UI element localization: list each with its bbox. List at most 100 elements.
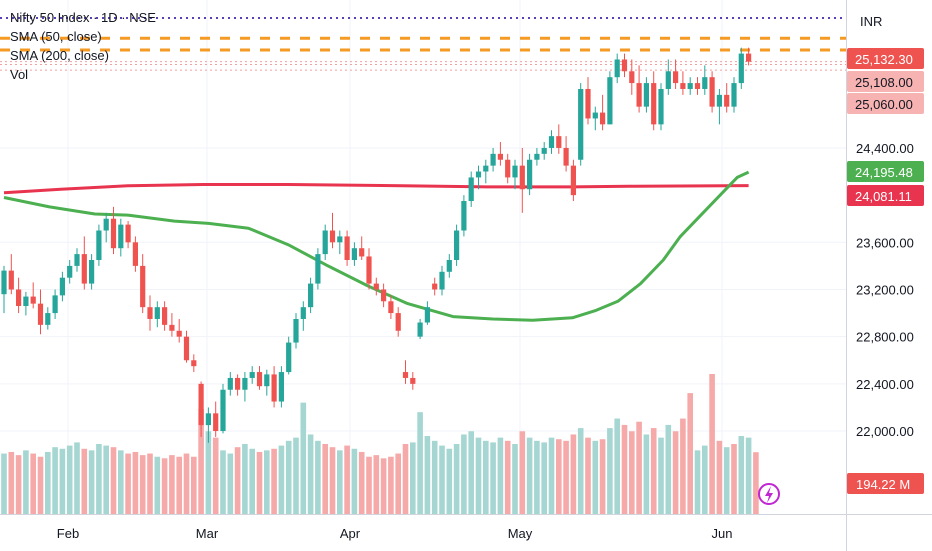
candle [373,277,379,296]
candle-body [52,295,58,314]
candle [351,242,357,266]
candle-body [505,159,511,178]
volume-bar [395,453,401,514]
volume-bar [307,434,314,514]
volume-bar [278,445,285,514]
volume-bar [169,455,175,514]
candle-body [592,112,598,119]
volume-bar [592,440,599,514]
sma-200-legend[interactable]: SMA (200, close) [10,48,109,63]
candle [563,136,569,172]
candle-body [534,153,540,160]
volume-bar [556,439,562,514]
volume-bar [497,437,504,514]
volume-bar [731,444,737,514]
sma-50-line [3,170,750,322]
candle-body [308,283,314,308]
candle [337,230,343,255]
candle [125,221,131,249]
candle-body [673,71,679,84]
candle [286,336,292,375]
candle-body [8,270,14,290]
candle [264,369,270,396]
volume-bar [512,444,518,514]
sma-50-legend[interactable]: SMA (50, close) [10,29,102,44]
candle-body [249,372,255,378]
symbol-title[interactable]: Nifty 50 Index · 1D · NSE [10,10,156,25]
candle-body [205,413,211,426]
candle [483,159,489,184]
volume-bar [37,456,44,514]
candle-body [665,71,671,89]
candle [359,236,365,260]
candle [607,71,613,125]
candle [300,301,306,331]
volume-bar [8,451,15,514]
volume-bar [694,450,701,514]
candle [1,265,7,314]
candle-body [680,83,686,89]
candle [37,289,44,335]
candle-body [213,413,219,432]
candle-body [643,83,649,107]
candle [45,307,51,330]
volume-bar [285,440,292,514]
candle-body [315,254,321,284]
candle-body [731,83,737,107]
candle [30,282,36,309]
currency-label[interactable]: INR [860,14,883,29]
candle [680,71,686,95]
volume-bar [745,437,752,514]
volume-bar [66,445,73,514]
volume-bar [723,447,730,514]
candlesticks [1,47,752,443]
candle [162,301,168,331]
candle [548,130,555,154]
candle-body [424,307,430,323]
volume-bar [629,431,635,514]
candle [410,372,416,390]
candle-body [570,165,576,196]
volume-legend[interactable]: Vol [10,67,29,82]
candle [694,77,701,95]
volume-bar [96,444,102,514]
candle-body [402,372,409,378]
candle-body [527,159,533,190]
candle-body [658,88,664,125]
candle [140,254,146,314]
volume-bar [329,447,336,514]
volume-bar [198,409,204,514]
candle [59,271,65,302]
candle-body [89,260,95,284]
volume-bar [103,445,109,514]
candle-body [242,377,248,390]
candle [519,147,525,213]
sma-200-path [3,183,749,195]
chart-legend: Nifty 50 Index · 1D · NSE SMA (50, close… [10,8,156,84]
volume-bar [738,436,745,514]
candle [52,289,58,319]
volume-bar [322,444,328,514]
candle [687,77,693,95]
candle-body [468,177,474,202]
volume-bar [621,424,628,514]
candle-body [738,53,744,84]
volume-bar [439,445,445,514]
volume-bar [753,452,759,514]
volume-bar [614,418,620,514]
time-axis[interactable] [0,514,846,551]
volume-bar [373,455,380,514]
volume-bar [242,444,248,514]
candle-body [16,289,22,306]
volume-bar [431,440,438,514]
candle-body [154,307,160,319]
volume-bar [446,448,453,514]
price-axis[interactable] [846,0,932,514]
volume-bar [541,442,547,514]
volume-bar [577,428,584,514]
axis-corner [846,514,932,551]
volume-bar [337,450,343,514]
candle-body [512,165,518,178]
volume-bar [483,440,489,514]
